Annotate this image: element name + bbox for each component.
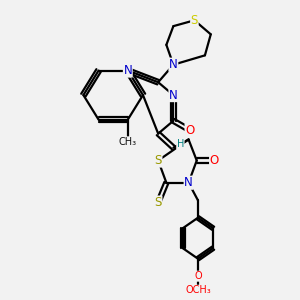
Text: OCH₃: OCH₃ [185,285,211,295]
Text: S: S [154,196,162,209]
Text: N: N [184,176,193,189]
Text: S: S [154,154,162,167]
Text: N: N [123,64,132,77]
Text: O: O [185,124,194,136]
Text: CH₃: CH₃ [119,137,137,147]
Text: N: N [169,88,178,102]
Text: H: H [177,139,184,149]
Text: O: O [194,271,202,281]
Text: N: N [169,58,178,71]
Text: S: S [191,14,198,27]
Text: O: O [210,154,219,167]
